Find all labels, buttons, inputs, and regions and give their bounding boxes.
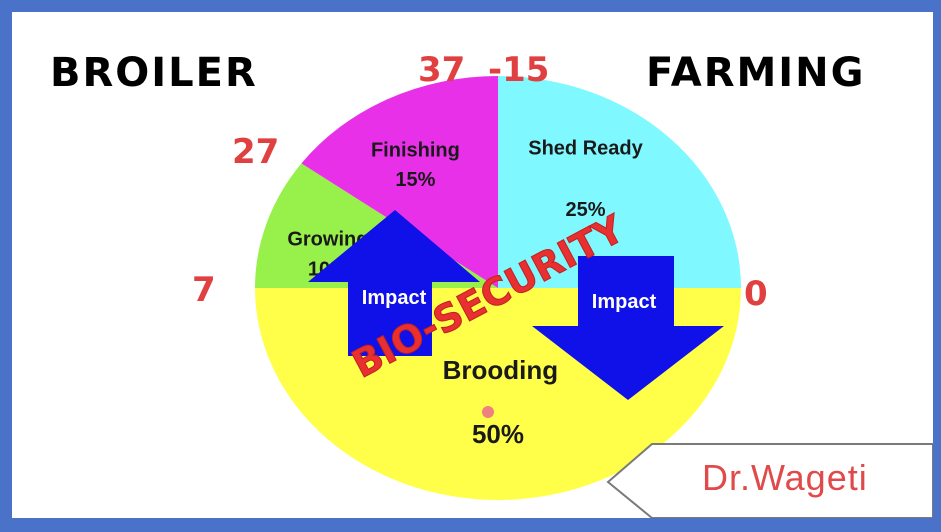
author-callout bbox=[606, 443, 933, 518]
impact-up-arrow bbox=[308, 210, 480, 356]
slice-percent-shed-ready: 25% bbox=[565, 199, 605, 221]
pie-slice-finishing bbox=[301, 76, 498, 288]
slice-percent-brooding: 50% bbox=[472, 419, 524, 449]
day-label-7: 7 bbox=[192, 270, 216, 310]
slice-label-shed-ready: Shed Ready bbox=[528, 137, 643, 159]
impact-down-label: Impact bbox=[592, 291, 657, 313]
impact-up-label: Impact bbox=[362, 287, 427, 309]
title-broiler: BROILER bbox=[50, 50, 258, 96]
pie-chart: Shed Ready25%Brooding50%Growing10%Finish… bbox=[255, 76, 741, 500]
slice-percent-finishing: 15% bbox=[395, 169, 435, 191]
day-label-27: 27 bbox=[232, 132, 280, 172]
cursor-dot bbox=[482, 406, 494, 418]
slice-label-growing: Growing bbox=[287, 229, 368, 251]
impact-down-arrow bbox=[532, 256, 724, 400]
day-label-37: 37 bbox=[418, 50, 466, 90]
day-label-minus15: -15 bbox=[488, 50, 550, 90]
pie-slice-shed-ready bbox=[498, 76, 741, 288]
author-name: Dr.Wageti bbox=[702, 457, 868, 498]
day-label-0: 0 bbox=[744, 274, 768, 314]
slice-label-finishing: Finishing bbox=[371, 140, 460, 162]
title-farming: FARMING bbox=[646, 50, 866, 96]
slice-label-brooding: Brooding bbox=[443, 355, 559, 385]
slide: BROILER FARMING Shed Ready 25% Brooding 50%… bbox=[12, 12, 933, 518]
